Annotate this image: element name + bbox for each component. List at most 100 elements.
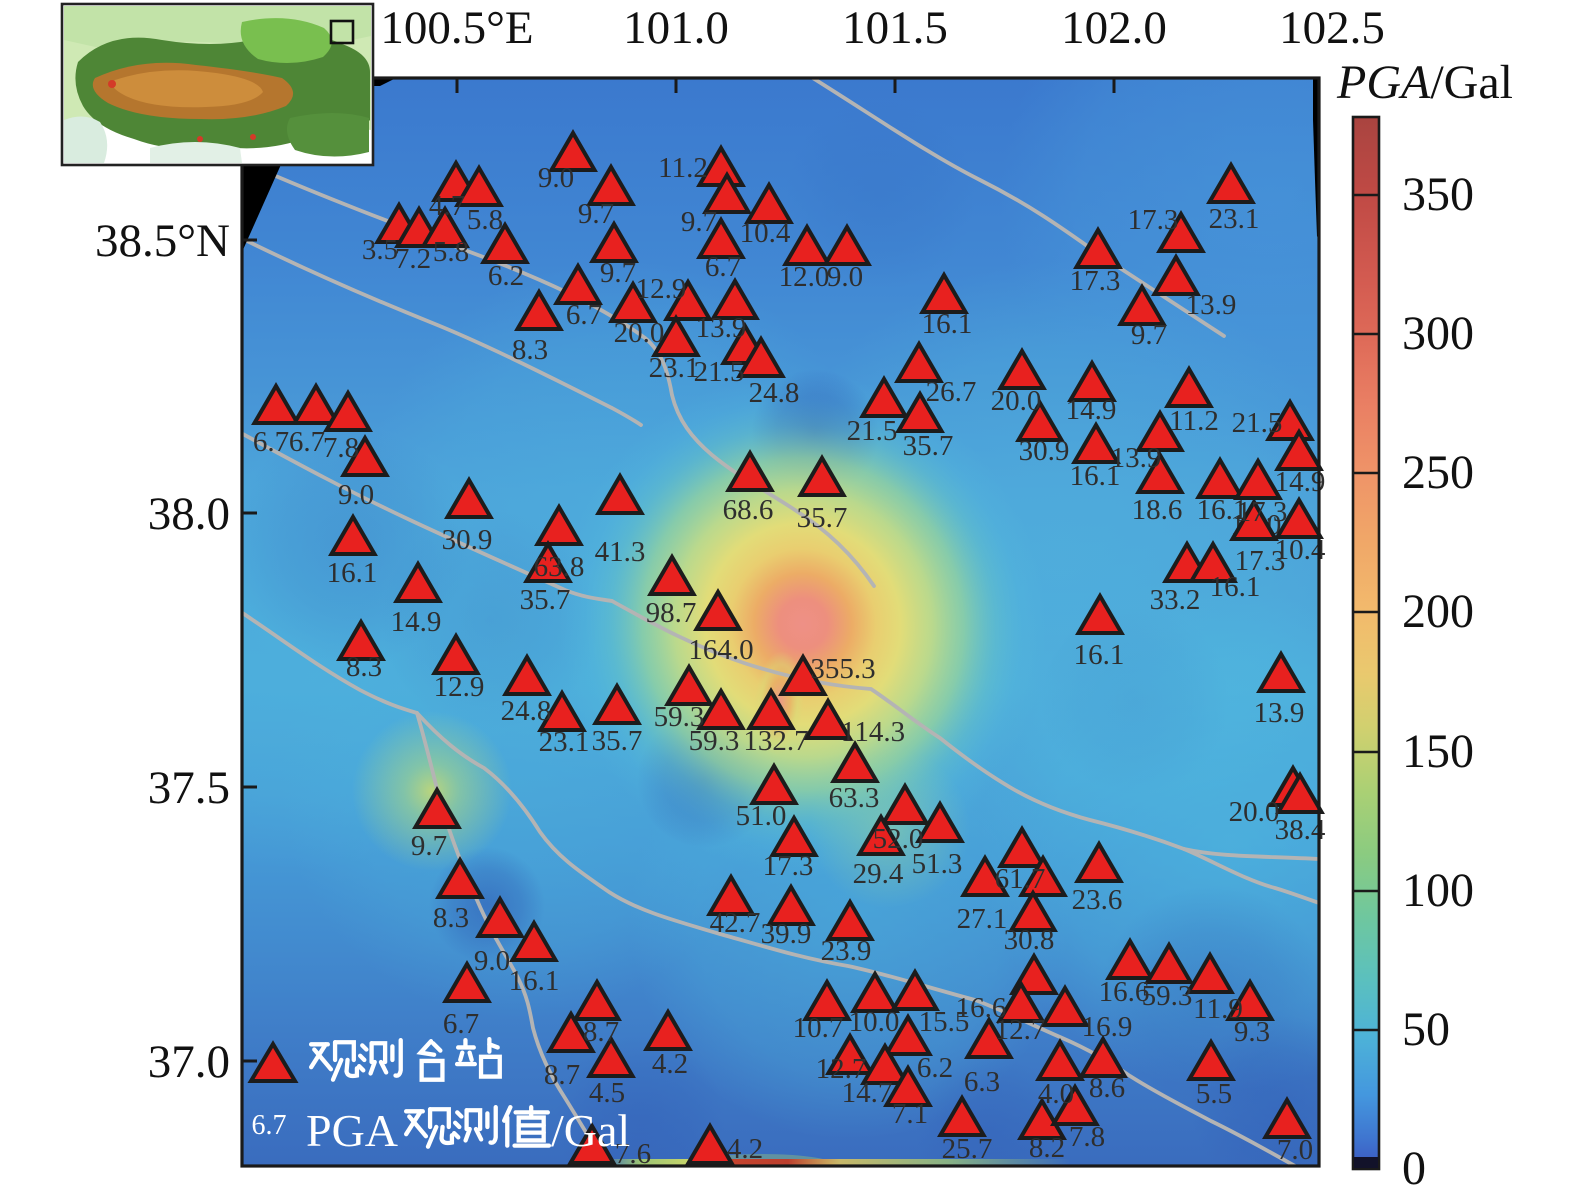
svg-text:18.6: 18.6 [1132, 494, 1183, 526]
svg-text:51.0: 51.0 [736, 800, 787, 832]
svg-text:17.3: 17.3 [1235, 545, 1286, 577]
svg-text:6.7: 6.7 [566, 299, 602, 331]
svg-text:20.0: 20.0 [1229, 796, 1280, 828]
svg-text:9.7: 9.7 [681, 206, 717, 238]
svg-text:16.9: 16.9 [1082, 1011, 1133, 1043]
svg-text:42.7: 42.7 [710, 907, 761, 939]
svg-text:14.7: 14.7 [842, 1077, 893, 1109]
svg-text:13.9: 13.9 [1254, 697, 1305, 729]
svg-text:24.8: 24.8 [501, 695, 552, 727]
svg-text:20.0: 20.0 [991, 385, 1042, 417]
svg-text:7.0: 7.0 [1277, 1134, 1313, 1166]
svg-text:12.0: 12.0 [779, 261, 830, 293]
svg-text:17.3: 17.3 [1237, 496, 1288, 528]
svg-text:23.1: 23.1 [539, 726, 590, 758]
svg-text:16.1: 16.1 [922, 308, 973, 340]
svg-text:25.7: 25.7 [942, 1133, 993, 1165]
svg-text:38.0: 38.0 [148, 488, 230, 540]
svg-text:6.3: 6.3 [964, 1066, 1000, 1098]
svg-text:8.3: 8.3 [433, 902, 469, 934]
svg-text:8.2: 8.2 [1029, 1132, 1065, 1164]
svg-text:35.7: 35.7 [592, 725, 643, 757]
svg-text:50: 50 [1402, 1003, 1450, 1056]
svg-text:10.4: 10.4 [1275, 534, 1326, 566]
svg-text:23.1: 23.1 [1209, 203, 1260, 235]
svg-text:200: 200 [1402, 585, 1474, 638]
svg-text:63.3: 63.3 [829, 782, 880, 814]
svg-text:9.7: 9.7 [578, 198, 614, 230]
svg-text:8.6: 8.6 [1089, 1072, 1125, 1104]
svg-text:35.7: 35.7 [797, 502, 848, 534]
svg-text:16.1: 16.1 [1210, 571, 1261, 603]
svg-text:250: 250 [1402, 446, 1474, 499]
svg-text:8.7: 8.7 [583, 1016, 619, 1048]
svg-text:24.8: 24.8 [749, 377, 800, 409]
svg-text:10.4: 10.4 [740, 217, 791, 249]
svg-text:16.1: 16.1 [1070, 460, 1121, 492]
svg-text:102.5: 102.5 [1279, 2, 1385, 54]
svg-text:PGA/Gal: PGA/Gal [1336, 56, 1513, 109]
svg-text:9.3: 9.3 [1234, 1016, 1270, 1048]
svg-text:7.8: 7.8 [1069, 1121, 1105, 1153]
svg-text:98.7: 98.7 [646, 597, 697, 629]
svg-text:100.5°E: 100.5°E [380, 2, 533, 54]
svg-text:9.7: 9.7 [1131, 319, 1167, 351]
svg-text:6.7: 6.7 [253, 426, 289, 458]
svg-text:14.9: 14.9 [1066, 394, 1117, 426]
svg-text:5.5: 5.5 [1196, 1078, 1232, 1110]
svg-text:21.5: 21.5 [694, 356, 745, 388]
svg-text:35.7: 35.7 [520, 584, 571, 616]
svg-text:30.9: 30.9 [1019, 435, 1070, 467]
svg-text:6.7: 6.7 [252, 1110, 287, 1141]
svg-text:4.2: 4.2 [727, 1133, 763, 1165]
svg-text:7.8: 7.8 [323, 432, 359, 464]
svg-text:6.2: 6.2 [917, 1052, 953, 1084]
svg-text:11.2: 11.2 [1169, 405, 1219, 437]
svg-text:10.7: 10.7 [793, 1012, 844, 1044]
svg-text:100: 100 [1402, 864, 1474, 917]
svg-text:13.9: 13.9 [696, 312, 747, 344]
svg-text:7.2: 7.2 [395, 243, 431, 275]
svg-text:5.8: 5.8 [433, 236, 469, 268]
svg-text:6.7: 6.7 [443, 1008, 479, 1040]
svg-text:5.8: 5.8 [467, 204, 503, 236]
svg-text:39.9: 39.9 [761, 918, 812, 950]
svg-text:8.7: 8.7 [544, 1059, 580, 1091]
svg-text:38.4: 38.4 [1275, 814, 1326, 846]
svg-text:30.9: 30.9 [442, 524, 493, 556]
svg-text:13.9: 13.9 [1186, 289, 1237, 321]
svg-text:30.8: 30.8 [1004, 924, 1055, 956]
svg-text:63.8: 63.8 [534, 551, 585, 583]
svg-text:12.7: 12.7 [816, 1053, 867, 1085]
svg-text:101.0: 101.0 [623, 2, 729, 54]
svg-text:6.7: 6.7 [289, 426, 325, 458]
svg-text:9.7: 9.7 [411, 830, 447, 862]
svg-text:20.0: 20.0 [614, 317, 665, 349]
svg-text:355.3: 355.3 [810, 653, 875, 685]
svg-text:300: 300 [1402, 307, 1474, 360]
svg-text:41.3: 41.3 [595, 536, 646, 568]
svg-text:7.1: 7.1 [892, 1098, 928, 1130]
svg-text:14.9: 14.9 [391, 606, 442, 638]
svg-text:132.7: 132.7 [743, 725, 808, 757]
svg-text:14.9: 14.9 [1275, 466, 1326, 498]
svg-text:10.0: 10.0 [849, 1006, 900, 1038]
svg-text:4.2: 4.2 [652, 1048, 688, 1080]
svg-text:6.7: 6.7 [705, 251, 741, 283]
svg-text:27.1: 27.1 [957, 903, 1008, 935]
svg-text:9.0: 9.0 [538, 162, 574, 194]
svg-text:23.9: 23.9 [821, 935, 872, 967]
svg-text:35.7: 35.7 [903, 430, 954, 462]
svg-text:33.2: 33.2 [1150, 584, 1201, 616]
svg-text:12.7: 12.7 [995, 1014, 1046, 1046]
svg-text:8.3: 8.3 [512, 334, 548, 366]
svg-text:8.3: 8.3 [346, 651, 382, 683]
svg-text:38.5°N: 38.5°N [95, 215, 230, 267]
svg-text:350: 350 [1402, 168, 1474, 221]
svg-text:59.3: 59.3 [689, 725, 740, 757]
svg-text:0: 0 [1402, 1142, 1426, 1195]
svg-text:4.5: 4.5 [589, 1077, 625, 1109]
svg-text:37.5: 37.5 [148, 762, 230, 814]
svg-text:11.9: 11.9 [1193, 993, 1243, 1025]
svg-text:9.7: 9.7 [600, 257, 636, 289]
